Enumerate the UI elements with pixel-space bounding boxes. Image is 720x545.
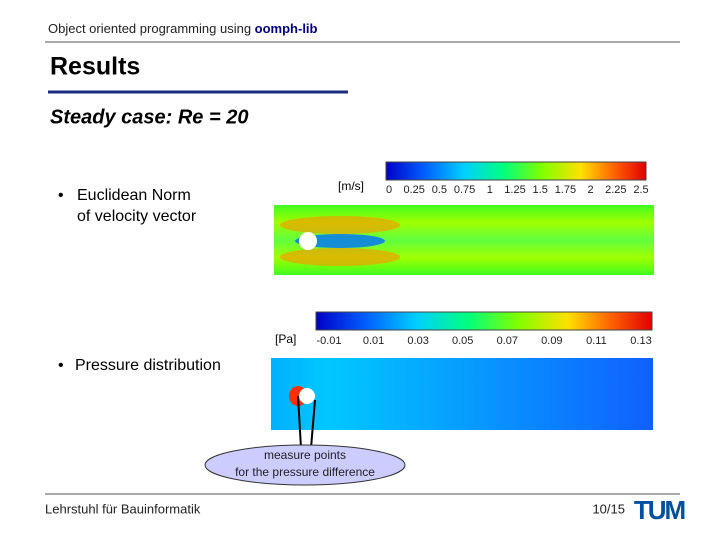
bullet-text: Pressure distribution <box>75 357 221 374</box>
tick-label: 0.13 <box>630 335 651 347</box>
colorbar-ticks: 0 0.25 0.5 0.75 1 1.25 1.5 1.75 2 2.25 2.5 <box>386 184 649 196</box>
tick-label: -0.01 <box>316 335 341 347</box>
wake <box>280 248 400 266</box>
cylinder <box>299 232 317 250</box>
footer-institute: Lehrstuhl für Bauinformatik <box>45 501 201 516</box>
tick-label: 0.05 <box>452 335 473 347</box>
page-number: 10/15 <box>592 501 625 516</box>
title: Results <box>50 53 140 81</box>
arrow <box>297 395 302 449</box>
tick-label: 0.03 <box>407 335 428 347</box>
tick-label: 1 <box>487 184 493 196</box>
wake <box>295 234 385 248</box>
tick-label: 0.11 <box>586 335 607 347</box>
tick-label: 0.25 <box>403 184 424 196</box>
tick-label: 2.5 <box>633 184 648 196</box>
tick-label: 0.07 <box>497 335 518 347</box>
tick-label: 1.75 <box>555 184 576 196</box>
tick-label: 2.25 <box>605 184 626 196</box>
callout-text: for the pressure difference <box>235 465 375 479</box>
wake <box>280 216 400 234</box>
tick-label: 1.5 <box>533 184 548 196</box>
arrow <box>310 399 316 449</box>
colorbar <box>385 161 647 181</box>
pressure-field <box>271 358 653 430</box>
tick-label: 0.5 <box>432 184 447 196</box>
colorbar-ticks: -0.01 0.01 0.03 0.05 0.07 0.09 0.11 0.13 <box>316 335 651 347</box>
bullet: • <box>58 187 64 204</box>
tick-label: 1.25 <box>504 184 525 196</box>
callout-text: measure points <box>264 448 346 462</box>
tick-label: 0.75 <box>454 184 475 196</box>
tick-label: 0.01 <box>363 335 384 347</box>
tick-label: 0 <box>386 184 392 196</box>
callout <box>204 444 406 486</box>
subtitle: Steady case: Re = 20 <box>50 106 248 128</box>
colorbar <box>315 311 653 331</box>
unit: [Pa] <box>275 332 296 346</box>
unit: [m/s] <box>338 179 364 193</box>
bullet-text: of velocity vector <box>77 208 197 225</box>
cylinder <box>299 388 315 404</box>
bullet: • <box>58 357 64 374</box>
header: Object oriented programming using oomph-… <box>48 21 318 36</box>
bullet-text: Euclidean Norm <box>77 187 191 204</box>
tick-label: 2 <box>588 184 594 196</box>
logo: TUM <box>634 495 685 525</box>
tick-label: 0.09 <box>541 335 562 347</box>
